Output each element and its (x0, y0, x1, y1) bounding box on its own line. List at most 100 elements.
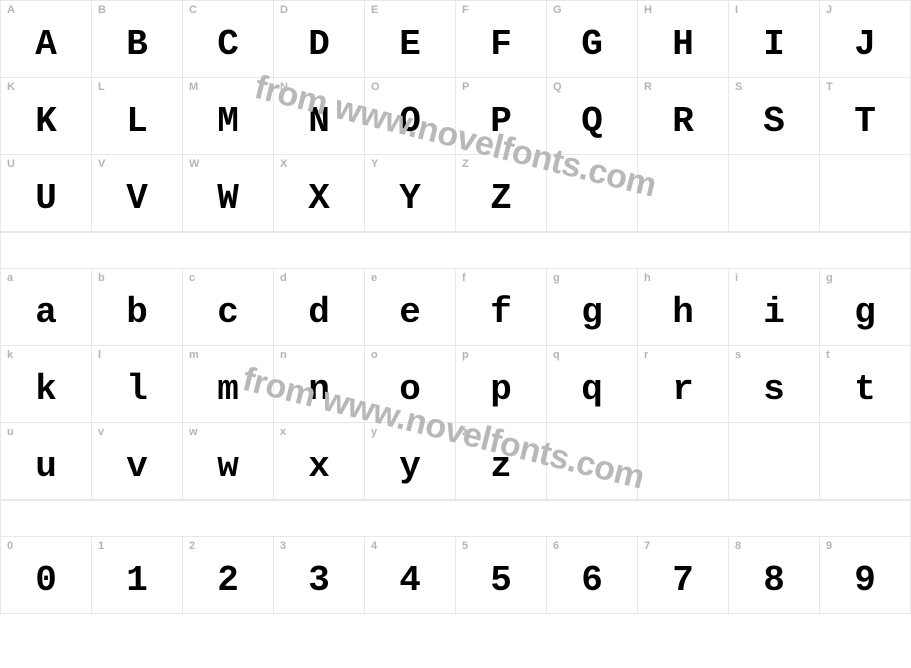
glyph-cell: ff (455, 269, 546, 345)
glyph-cell: yy (364, 423, 455, 499)
glyph (735, 427, 813, 495)
glyph-cell: 77 (637, 537, 728, 613)
key-label: E (371, 5, 449, 16)
glyph: 5 (462, 552, 540, 609)
glyph: X (280, 170, 358, 227)
section-uppercase: AA BB CC DD EE FF GG HH II JJ KK LL MM N… (0, 0, 911, 232)
glyph-cell: BB (91, 1, 182, 77)
key-label: I (735, 5, 813, 16)
glyph-cell: bb (91, 269, 182, 345)
key-label: o (371, 350, 449, 361)
section-gap (0, 500, 911, 536)
glyph-cell: aa (0, 269, 91, 345)
key-label: y (371, 427, 449, 438)
key-label: t (826, 350, 904, 361)
glyph-cell: 00 (0, 537, 91, 613)
key-label: O (371, 82, 449, 93)
glyph-cell: oo (364, 346, 455, 422)
glyph (553, 159, 631, 227)
glyph: 0 (7, 552, 85, 609)
glyph-cell: 99 (819, 537, 911, 613)
glyph-cell: QQ (546, 78, 637, 154)
glyph-cell: gg (819, 269, 911, 345)
glyph: A (7, 16, 85, 73)
key-label: U (7, 159, 85, 170)
glyph: Y (371, 170, 449, 227)
glyph: a (7, 284, 85, 341)
key-label: f (462, 273, 540, 284)
section-digits: 00 11 22 33 44 55 66 77 88 99 (0, 536, 911, 614)
glyph: h (644, 284, 722, 341)
glyph-cell: PP (455, 78, 546, 154)
key-label: l (98, 350, 176, 361)
glyph-cell: HH (637, 1, 728, 77)
glyph: d (280, 284, 358, 341)
key-label: N (280, 82, 358, 93)
glyph (644, 159, 722, 227)
key-label: 6 (553, 541, 631, 552)
key-label: P (462, 82, 540, 93)
key-label: p (462, 350, 540, 361)
glyph: C (189, 16, 267, 73)
glyph: I (735, 16, 813, 73)
glyph-cell: dd (273, 269, 364, 345)
glyph-cell (819, 155, 911, 231)
key-label: m (189, 350, 267, 361)
glyph-cell: ZZ (455, 155, 546, 231)
glyph-cell: FF (455, 1, 546, 77)
key-label: H (644, 5, 722, 16)
key-label: 2 (189, 541, 267, 552)
glyph: v (98, 438, 176, 495)
glyph-cell: CC (182, 1, 273, 77)
glyph: z (462, 438, 540, 495)
glyph: O (371, 93, 449, 150)
glyph: 4 (371, 552, 449, 609)
grid-row: 00 11 22 33 44 55 66 77 88 99 (0, 536, 911, 614)
glyph-cell: hh (637, 269, 728, 345)
key-label: C (189, 5, 267, 16)
glyph-cell: ee (364, 269, 455, 345)
glyph: b (98, 284, 176, 341)
glyph: e (371, 284, 449, 341)
glyph: R (644, 93, 722, 150)
key-label: T (826, 82, 904, 93)
key-label: D (280, 5, 358, 16)
glyph: 8 (735, 552, 813, 609)
key-label: 1 (98, 541, 176, 552)
key-label: W (189, 159, 267, 170)
key-label: 8 (735, 541, 813, 552)
glyph-cell: UU (0, 155, 91, 231)
glyph-cell: SS (728, 78, 819, 154)
glyph: F (462, 16, 540, 73)
glyph-cell: rr (637, 346, 728, 422)
glyph-cell: 66 (546, 537, 637, 613)
key-label: u (7, 427, 85, 438)
key-label: n (280, 350, 358, 361)
glyph-cell: ss (728, 346, 819, 422)
glyph-cell (546, 155, 637, 231)
glyph: r (644, 361, 722, 418)
glyph-cell: kk (0, 346, 91, 422)
glyph-cell (637, 155, 728, 231)
key-label: B (98, 5, 176, 16)
glyph-cell: uu (0, 423, 91, 499)
glyph: g (826, 284, 904, 341)
glyph-cell: KK (0, 78, 91, 154)
glyph: s (735, 361, 813, 418)
key-label: i (735, 273, 813, 284)
glyph: u (7, 438, 85, 495)
key-label: X (280, 159, 358, 170)
key-label: 4 (371, 541, 449, 552)
grid-row: KK LL MM NN OO PP QQ RR SS TT (0, 77, 911, 154)
glyph: B (98, 16, 176, 73)
key-label: v (98, 427, 176, 438)
key-label: c (189, 273, 267, 284)
glyph: H (644, 16, 722, 73)
key-label: q (553, 350, 631, 361)
glyph: V (98, 170, 176, 227)
glyph: 9 (826, 552, 904, 609)
glyph-cell: II (728, 1, 819, 77)
font-character-map: AA BB CC DD EE FF GG HH II JJ KK LL MM N… (0, 0, 911, 668)
key-label: 0 (7, 541, 85, 552)
key-label: 3 (280, 541, 358, 552)
